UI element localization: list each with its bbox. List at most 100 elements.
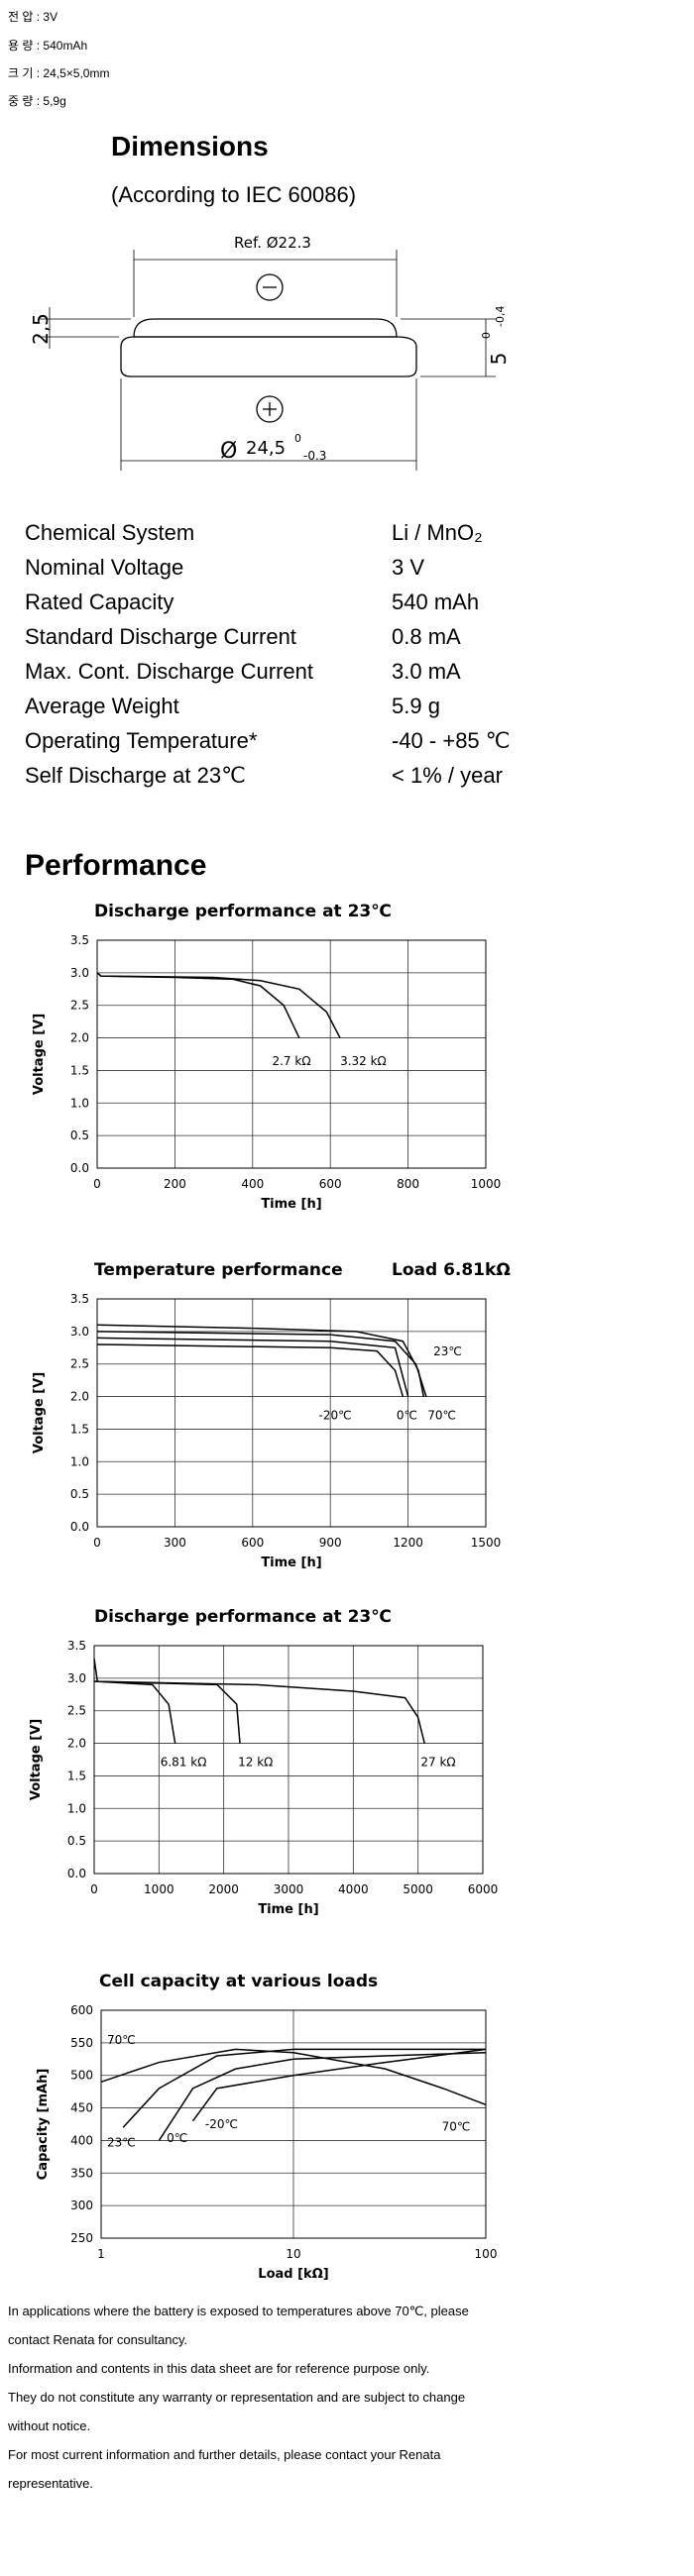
y-tick-label: 3.0 [67,1671,86,1685]
x-tick-label: 200 [164,1177,186,1191]
plus-icon [256,395,284,423]
x-axis-label: Load [kΩ] [258,2267,328,2282]
section-title: Performance [25,849,207,882]
chart-title: Temperature performance [94,1260,343,1280]
series-label: 27 kΩ [420,1755,455,1769]
property-label: Chemical System [25,520,195,545]
y-tick-label: 0.5 [70,1487,89,1501]
section-title: Dimensions [111,131,269,161]
diameter-symbol: Ø [220,439,237,464]
cell-outline [120,273,417,423]
y-tick-label: 1.0 [70,1454,89,1468]
chart: Discharge performance at 23℃ 0.0 0.5 1.0 1.5… [29,1607,498,1917]
x-tick-label: 2000 [208,1882,239,1896]
series-line [96,1337,409,1397]
series-label: 12 kΩ [238,1755,273,1769]
x-tick-label: 1000 [471,1177,502,1191]
series-line [93,1680,241,1744]
y-tick-label: 3.0 [70,1325,89,1339]
y-axis-label: Voltage [V] [32,1372,47,1453]
chart: Temperature performance Load 6.81kΩ 0.0 0.5… [32,1260,511,1570]
y-tick-label: 3.0 [70,966,89,980]
y-tick-label: 0.5 [70,1128,89,1142]
cell-body [120,336,417,377]
property-value: -40 - +85 ℃ [392,728,511,753]
plot-frame [96,1298,487,1528]
y-tick-label: 1.5 [70,1063,89,1077]
chart-title: Discharge performance at 23℃ [94,1607,392,1627]
y-tick-label: 1.5 [67,1769,86,1782]
y-tick-label: 600 [70,2003,93,2017]
property-value: 540 mAh [392,590,480,614]
diameter-tol-lower: -0.3 [303,449,326,463]
y-axis-label: Voltage [V] [29,1719,44,1800]
x-tick-label: 400 [241,1177,264,1191]
y-tick-label: 1.0 [70,1096,89,1110]
plot-frame [96,939,487,1169]
series-label: 70℃ [442,2119,471,2133]
y-tick-label: 0.0 [67,1867,86,1880]
x-tick-label: 1500 [471,1536,502,1550]
series-label: -20℃ [205,2117,238,2131]
y-tick-label: 2.0 [67,1737,86,1751]
note: For most current information and further… [8,2447,441,2491]
y-tick-label: 2.5 [67,1704,86,1718]
y-tick-label: 400 [70,2133,93,2147]
x-tick-label: 5000 [403,1882,433,1896]
y-tick-label: 500 [70,2069,93,2083]
note: In applications where the battery is exp… [8,2304,469,2347]
y-tick-label: 350 [70,2166,93,2180]
chart-title: Discharge performance at 23℃ [94,902,392,921]
property-label: Max. Cont. Discharge Current [25,659,313,684]
series-label: 0℃ [167,2131,187,2145]
x-tick-label: 600 [319,1177,342,1191]
series-line [96,1343,405,1397]
spec-line: 크 기 : 24,5×5,0mm [8,66,110,80]
series-line [93,1680,425,1744]
series-line [96,972,341,1038]
minus-icon [256,273,284,301]
series-line [191,2048,487,2122]
x-tick-label: 10 [286,2247,300,2261]
property-value: Li / MnO₂ [392,520,483,545]
y-tick-label: 0.5 [67,1834,86,1848]
y-tick-label: 3.5 [67,1639,86,1653]
y-tick-label: 1.0 [67,1801,86,1815]
section-subtitle: (According to IEC 60086) [111,182,357,207]
x-tick-label: 0 [93,1177,101,1191]
x-tick-label: 900 [319,1536,342,1550]
note: Information and contents in this data sh… [8,2361,430,2376]
height-tol-lower: -0,4 [494,306,507,327]
y-tick-label: 2.0 [70,1031,89,1045]
property-value: 3 V [392,555,425,580]
chart: Discharge performance at 23℃ 0.0 0.5 1.0 1.5… [32,902,502,1212]
y-tick-label: 300 [70,2199,93,2212]
height: 5 [487,353,511,366]
series-label: 3.32 kΩ [340,1054,387,1068]
plot-frame [93,1645,484,1875]
x-tick-label: 300 [164,1536,186,1550]
property-value: 5.9 g [392,694,440,718]
series-label: 70℃ [107,2033,136,2047]
x-tick-label: 4000 [338,1882,369,1896]
property-label: Average Weight [25,694,179,718]
x-tick-label: 100 [475,2247,498,2261]
diameter: 24,5 [246,438,286,459]
series-label: 23℃ [107,2135,136,2149]
property-label: Operating Temperature* [25,728,258,753]
x-axis-label: Time [h] [261,1556,321,1570]
chart: Cell capacity at various loads 250 300 350 4… [36,1972,498,2282]
cap-height: 2,5 [29,313,53,345]
spec-line: 용 량 : 540mAh [8,39,88,53]
x-tick-label: 600 [241,1536,264,1550]
property-value: 0.8 mA [392,624,461,649]
height-tol-upper: 0 [480,332,493,339]
series-line [100,2048,487,2105]
y-tick-label: 3.5 [70,1292,89,1306]
note: They do not constitute any warranty or r… [8,2390,466,2433]
property-label: Standard Discharge Current [25,624,296,649]
y-tick-label: 2.5 [70,999,89,1013]
dimension-drawing: Ref. Ø22.3 2,5 5 0 -0,4 Ø 24,5 0 -0.3 [29,234,511,471]
x-tick-label: 800 [397,1177,419,1191]
series-line [122,2048,486,2128]
